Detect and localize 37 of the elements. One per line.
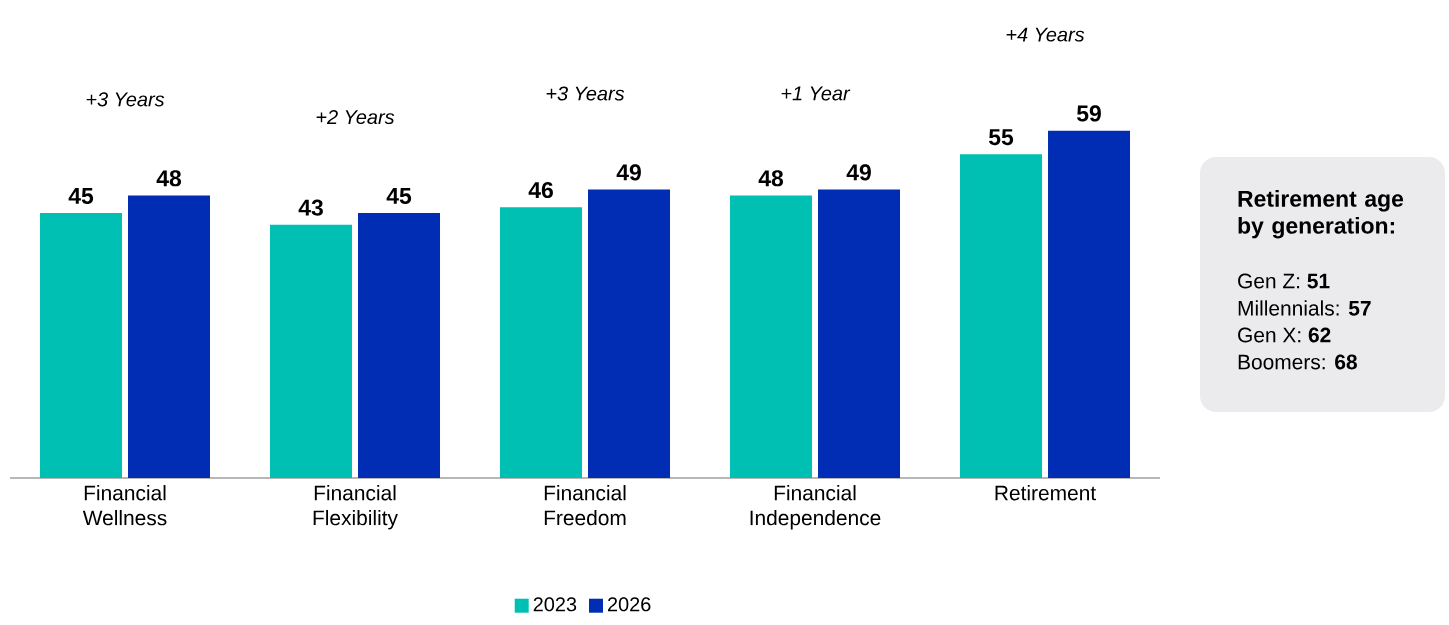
text: Gen Z: 51 bbox=[1238, 273, 1330, 289]
x-tick-label: Financial Independence bbox=[750, 485, 881, 530]
data-label: 45 bbox=[68, 188, 94, 205]
text: Gen X: 62 bbox=[1238, 327, 1331, 343]
text: +3 Years bbox=[546, 86, 625, 101]
data-label: 55 bbox=[988, 129, 1014, 146]
data-label: 59 bbox=[1076, 105, 1101, 122]
text: Retirement age by generation: bbox=[1238, 190, 1404, 239]
bar bbox=[730, 195, 813, 478]
data-label: 48 bbox=[758, 170, 784, 187]
bar bbox=[40, 213, 122, 478]
text: +3 Years bbox=[86, 92, 165, 107]
bar bbox=[270, 224, 353, 478]
text: +1 Year bbox=[781, 86, 851, 101]
x-tick-label: Retirement bbox=[995, 485, 1096, 501]
bar bbox=[960, 154, 1043, 478]
text: Millennials: 57 bbox=[1238, 300, 1371, 316]
text: +4 Years bbox=[1006, 27, 1085, 42]
bar bbox=[358, 213, 441, 478]
legend-label: 2023 bbox=[533, 597, 577, 612]
x-tick-label: Financial Freedom bbox=[544, 485, 626, 526]
data-label: 46 bbox=[528, 181, 553, 199]
bar bbox=[588, 189, 671, 478]
x-tick-label: Financial Wellness bbox=[82, 485, 167, 526]
legend-label: 2026 bbox=[607, 597, 651, 612]
data-label: 43 bbox=[298, 199, 323, 216]
bar bbox=[128, 195, 210, 478]
data-label: 49 bbox=[616, 164, 641, 181]
bar bbox=[818, 189, 901, 478]
data-label: 45 bbox=[386, 188, 412, 205]
bar bbox=[500, 207, 583, 478]
data-label: 48 bbox=[156, 170, 182, 187]
x-tick-label: Financial Flexibility bbox=[313, 485, 398, 530]
text: +2 Years bbox=[316, 110, 395, 125]
text: Boomers: 68 bbox=[1238, 354, 1357, 370]
bar bbox=[1048, 130, 1131, 478]
data-label: 49 bbox=[846, 164, 871, 181]
